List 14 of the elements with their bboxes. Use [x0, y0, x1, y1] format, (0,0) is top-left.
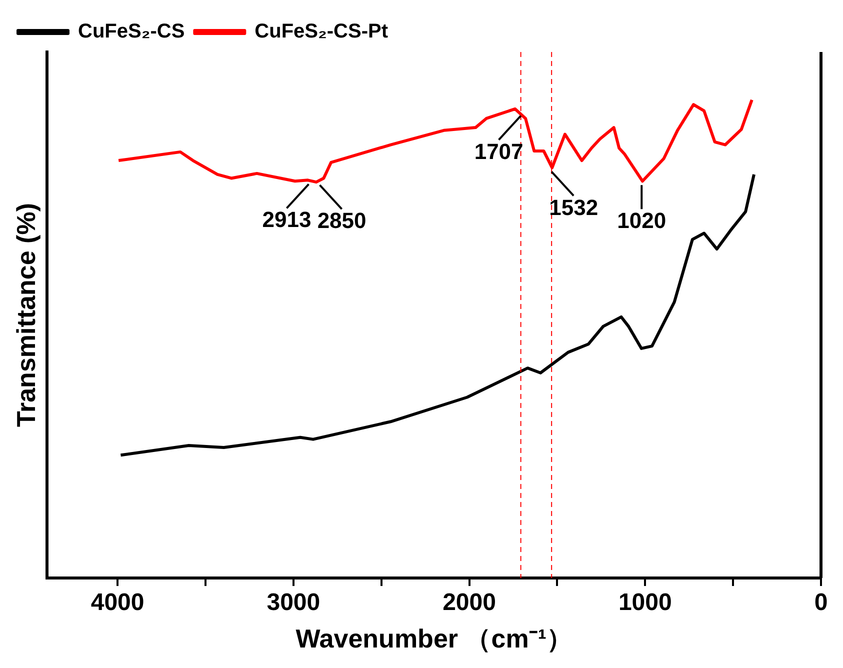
x-tick-label: 3000 [266, 589, 320, 616]
annotation: 1020 [617, 208, 666, 234]
x-tick-label: 0 [814, 589, 828, 616]
legend-label: CuFeS₂-CS [78, 20, 185, 43]
annotation: 2913 [262, 207, 312, 232]
annotation: 1532 [549, 194, 598, 220]
y-axis-title: Transmittance (%) [10, 203, 41, 427]
legend-label: CuFeS₂-CS-Pt [254, 20, 388, 43]
annotation: 1707 [474, 138, 524, 164]
x-tick-label: 4000 [90, 589, 144, 616]
x-axis-title: Wavenumber （cm⁻¹） [296, 624, 572, 654]
x-tick-label: 1000 [618, 589, 672, 616]
annotation: 2850 [317, 208, 366, 234]
x-tick-label: 2000 [442, 589, 496, 616]
